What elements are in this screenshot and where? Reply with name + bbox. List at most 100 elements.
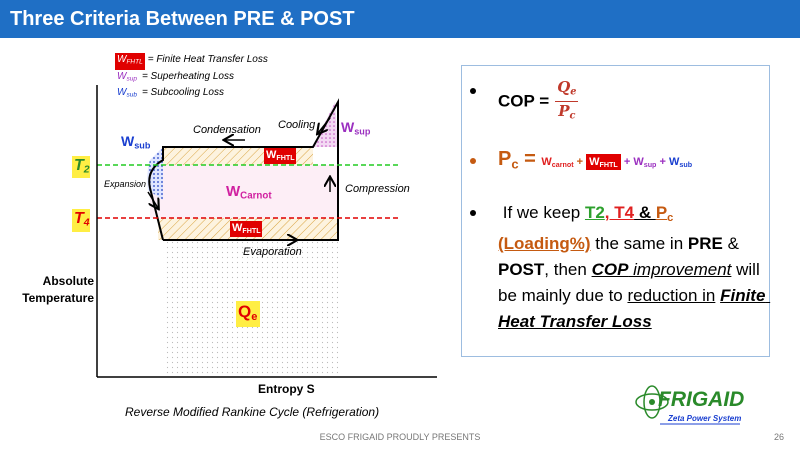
symbol: W xyxy=(232,222,243,234)
run-text: , then xyxy=(544,259,592,279)
text-run: T2 xyxy=(585,203,605,222)
text-run: PRE xyxy=(688,234,723,253)
subscript: sub xyxy=(134,140,151,151)
subscript: e xyxy=(570,86,577,98)
text-run: = xyxy=(519,148,542,170)
run-text: P xyxy=(655,203,668,222)
expansion-label: Expansion xyxy=(104,179,147,189)
text-run: Finite Heat Transfer Loss xyxy=(498,286,770,331)
text-run: WFHTL xyxy=(586,154,621,170)
text-run: & xyxy=(723,234,744,253)
x-axis-label: Entropy S xyxy=(258,382,315,396)
text-run xyxy=(673,203,678,222)
text-run: the same in xyxy=(591,234,688,253)
run-text: T4 xyxy=(609,203,635,222)
run-text: W xyxy=(633,156,644,168)
legend-item: WFHTL = Finite Heat Transfer Loss xyxy=(115,53,268,70)
subscript: Carnot xyxy=(240,190,272,202)
logo-tagline: Zeta Power System xyxy=(668,414,742,423)
run-text: If we keep xyxy=(498,203,585,222)
subscript: c xyxy=(667,211,674,224)
logo-name: FRIGAID xyxy=(658,388,745,411)
fhtl-bottom-box xyxy=(230,221,262,237)
text-run: , then xyxy=(544,260,591,279)
subscript: sub xyxy=(679,160,693,169)
numerator: Qe xyxy=(555,78,579,103)
run-text: W xyxy=(589,156,600,168)
subscript: FHTL xyxy=(126,58,143,66)
symbol: T xyxy=(74,210,84,227)
w-carnot-label: WCarnot xyxy=(226,183,272,201)
y-axis-label: Absolute Temperature xyxy=(22,274,94,305)
run-text: COP = xyxy=(498,91,550,111)
text-run: & xyxy=(634,203,656,222)
symbol: W xyxy=(226,183,241,200)
caption: Reverse Modified Rankine Cycle (Refriger… xyxy=(125,405,380,419)
subscript: c xyxy=(511,156,519,172)
symbol: W xyxy=(266,149,277,161)
t2-box xyxy=(72,156,90,178)
subscript: c xyxy=(569,110,576,122)
symbol: W xyxy=(121,133,135,149)
subscript: FHTL xyxy=(599,160,618,169)
legend-symbol: Wsup xyxy=(115,70,139,87)
subscript: 2 xyxy=(83,164,90,176)
evaporation-label: Evaporation xyxy=(243,246,302,258)
slide-title: Three Criteria Between PRE & POST xyxy=(0,0,800,38)
run-text: W xyxy=(541,156,552,168)
bullet-dot xyxy=(470,88,476,94)
legend-item: Wsub = Subcooling Loss xyxy=(115,86,268,103)
text-run: Wsup xyxy=(633,156,656,169)
subscript: sup xyxy=(354,126,371,137)
text-run: + xyxy=(656,156,669,168)
text-run: + xyxy=(574,156,587,168)
condensation-label: Condensation xyxy=(193,124,261,136)
t4-label: T4 xyxy=(74,210,90,229)
symbol: Q xyxy=(238,302,252,321)
run-text: + xyxy=(620,156,634,168)
run-text: & xyxy=(634,203,656,222)
run-text: & xyxy=(722,233,744,253)
text-run: If we keep xyxy=(498,203,585,222)
text-run: will be mainly due to xyxy=(498,260,764,305)
run-text: P xyxy=(498,148,512,170)
text-run: , xyxy=(605,203,610,222)
run-text: + xyxy=(573,156,587,168)
page-number: 26 xyxy=(774,432,785,442)
subscript: sub xyxy=(126,91,137,99)
text-run: T4 xyxy=(609,203,635,222)
run-text: + xyxy=(656,156,669,168)
qe-label: Qe xyxy=(238,302,257,323)
text-run: Pc xyxy=(655,203,674,224)
text-run: POST xyxy=(498,260,544,279)
text-run: (Loading%) xyxy=(498,234,591,253)
run-text: (Loading%) xyxy=(498,233,591,253)
subscript: 4 xyxy=(83,217,90,229)
text-run: Pc xyxy=(498,148,519,172)
text-run: COP = xyxy=(498,91,549,110)
bullet-dot xyxy=(470,210,476,216)
run-text: Q xyxy=(557,78,571,96)
run-text: Finite Heat Transfer Loss xyxy=(498,285,771,331)
text-run: Wcarnot xyxy=(541,156,574,169)
run-text: improvement xyxy=(628,259,732,279)
run-text: the same in xyxy=(590,233,688,253)
bullet-text: COP = Qe Pc xyxy=(498,78,766,126)
symbol: W xyxy=(117,54,127,65)
w-sup-label: Wsup xyxy=(341,119,370,136)
qe-box xyxy=(236,301,260,327)
legend-text: = Superheating Loss xyxy=(141,70,234,82)
compression-label: Compression xyxy=(345,183,410,195)
text-run: + xyxy=(621,156,634,168)
run-text: W xyxy=(668,156,680,168)
subscript: carnot xyxy=(551,160,574,169)
run-text: reduction in xyxy=(627,285,716,305)
bullet-dot xyxy=(470,158,476,164)
run-text: PRE xyxy=(687,233,723,253)
t2-label: T2 xyxy=(74,157,90,176)
subcool-region xyxy=(147,147,163,200)
text-run: COP xyxy=(592,260,629,279)
legend-symbol: WFHTL xyxy=(115,53,145,70)
bullet-text: Pc = Wcarnot + WFHTL + Wsup + Wsub xyxy=(498,148,766,171)
cooling-label: Cooling xyxy=(278,119,316,131)
